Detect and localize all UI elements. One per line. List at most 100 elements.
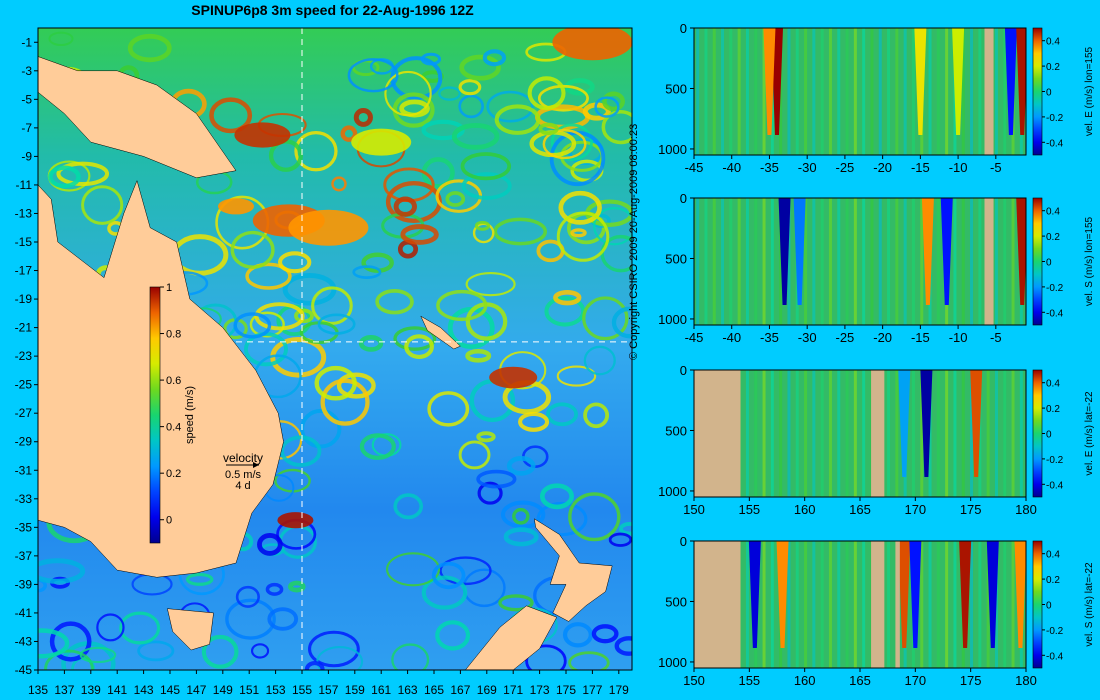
y-tick-label: -15 [15, 235, 33, 249]
speed-eddy [553, 289, 582, 306]
section-stripe [978, 541, 982, 668]
section-feature [921, 198, 934, 305]
speed-eddy [347, 58, 399, 93]
speed-jet [277, 512, 314, 529]
speed-eddy [550, 123, 593, 161]
section-stripe [936, 370, 940, 497]
map-field [38, 28, 632, 670]
speed-eddy [56, 161, 110, 187]
y-tick-label: -13 [15, 206, 33, 220]
speed-eddy [96, 613, 125, 642]
section-feature [1014, 541, 1026, 648]
speed-eddy [435, 620, 471, 651]
x-tick-label: 143 [134, 683, 154, 697]
section-stripe [779, 198, 783, 325]
colorbar-tick-label: 0 [166, 515, 172, 527]
section-y-tick-label: 0 [680, 534, 687, 549]
section-stripe [945, 28, 949, 155]
x-tick-label: 135 [28, 683, 48, 697]
section-stripe [853, 370, 857, 497]
speed-eddy [482, 49, 507, 67]
section-colorbar-tick-label: 0.2 [1046, 232, 1060, 243]
speed-eddy [391, 643, 430, 670]
speed-eddy [249, 311, 285, 338]
speed-eddy [476, 469, 517, 489]
speed-eddy [79, 646, 117, 664]
speed-colorbar [149, 286, 161, 544]
section-stripe [1003, 28, 1007, 155]
speed-eddy [38, 558, 86, 584]
section-land [694, 370, 741, 497]
section-stripe [887, 541, 891, 668]
section-background [694, 28, 1026, 155]
speed-eddy [278, 251, 312, 274]
speed-eddy [498, 594, 534, 612]
section-x-tick-label: 175 [960, 502, 982, 517]
section-x-tick-label: -15 [911, 160, 930, 175]
section-stripe [737, 198, 741, 325]
speed-eddy [294, 130, 338, 172]
speed-eddy [465, 349, 492, 363]
speed-eddy [384, 70, 432, 117]
speed-eddy [358, 334, 384, 352]
y-tick-label: -5 [21, 92, 32, 106]
section-stripe [721, 28, 725, 155]
section-x-tick-label: -25 [836, 330, 855, 345]
section-stripe [745, 370, 749, 497]
section-stripe [820, 198, 824, 325]
section-stripe [994, 541, 998, 668]
section-colorbar-tick-label: -0.4 [1046, 651, 1064, 662]
section-x-tick-label: -25 [836, 160, 855, 175]
land-polygon [38, 56, 237, 179]
speed-eddy [314, 365, 357, 401]
section-colorbar-tick-label: 0.4 [1046, 379, 1060, 390]
section-x-tick-label: 180 [1015, 673, 1037, 688]
speed-eddy [602, 91, 625, 112]
y-tick-label: -37 [15, 549, 33, 563]
y-tick-label: -33 [15, 492, 33, 506]
speed-eddy [436, 289, 488, 322]
section-stripe [820, 370, 824, 497]
speed-eddy [506, 456, 536, 476]
section-y-tick-label: 1000 [658, 655, 687, 670]
section-stripe [928, 28, 932, 155]
section-stripe [729, 198, 733, 325]
section-stripe [895, 198, 899, 325]
speed-eddy [562, 622, 593, 648]
land-polygon [420, 315, 461, 350]
section-y-tick-label: 500 [665, 594, 687, 609]
section-land [694, 541, 741, 668]
y-tick-label: -19 [15, 292, 33, 306]
section-stripe [853, 198, 857, 325]
section-stripe [762, 198, 766, 325]
section-stripe [986, 541, 990, 668]
section-colorbar [1032, 27, 1043, 156]
speed-eddy [583, 402, 610, 429]
section-feature [793, 198, 806, 305]
section-panel-3: 150 155 160 165 170 175 180 0 500 1000 0.4 0.2 0 -0.2… [658, 363, 1095, 517]
speed-eddy [568, 492, 621, 542]
speed-eddy [542, 128, 587, 160]
speed-eddy [421, 575, 468, 610]
section-stripe [712, 198, 716, 325]
section-stripe [828, 541, 832, 668]
section-stripe [762, 370, 766, 497]
section-stripe [862, 198, 866, 325]
section-stripe [754, 370, 758, 497]
section-colorbar-tick-label: -0.4 [1046, 138, 1064, 149]
section-x-tick-label: -45 [685, 330, 704, 345]
section-x-tick-label: -35 [760, 160, 779, 175]
section-x-tick-label: 170 [904, 673, 926, 688]
section-stripe [928, 370, 932, 497]
section-x-tick-label: 180 [1015, 502, 1037, 517]
speed-eddy [512, 507, 530, 525]
section-stripe [804, 28, 808, 155]
speed-eddy [460, 152, 512, 181]
speed-eddy [582, 296, 629, 341]
speed-eddy [477, 481, 503, 505]
section-field [694, 541, 1026, 668]
speed-eddy [185, 572, 214, 586]
section-frame [693, 27, 1027, 156]
section-colorbar-tick-label: -0.2 [1046, 455, 1064, 466]
speed-eddy [304, 660, 325, 670]
